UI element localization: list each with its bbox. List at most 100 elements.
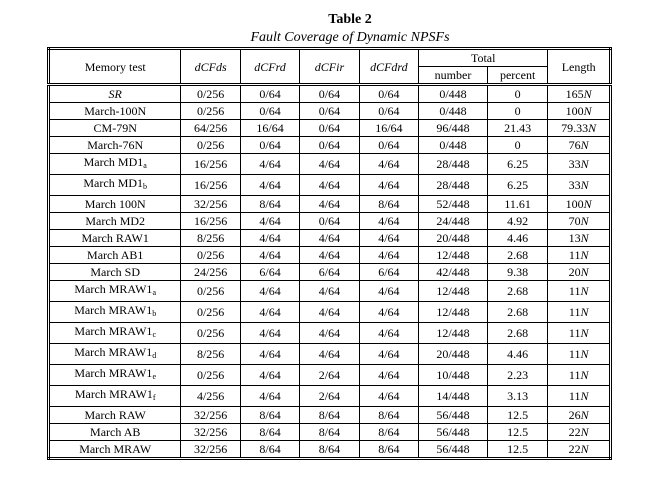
memory-test-name: March-76N: [87, 138, 144, 152]
memory-test-name: March MRAW1: [74, 366, 153, 380]
memory-test-name: March MD1: [83, 155, 144, 169]
dcfrd-cell: 8/64: [239, 440, 301, 459]
dcfds-cell: 0/256: [180, 301, 241, 323]
memory-test-name: March SD: [90, 265, 141, 279]
length-cell: 165N: [547, 83, 611, 103]
length-cell: 22N: [547, 423, 611, 441]
memory-test-cell: March MRAW: [47, 440, 182, 459]
memory-test-name: March AB: [90, 425, 141, 439]
length-cell: 33N: [547, 153, 611, 175]
length-cell: 26N: [547, 406, 611, 424]
table-row: March RAW1 8/256 4/64 4/64 4/64 20/448 4.46 13N: [47, 229, 611, 247]
length-value: 165: [565, 87, 584, 101]
dcfir-cell: 0/64: [299, 119, 360, 137]
dcfds-cell: 0/256: [180, 246, 241, 264]
number-cell: 96/448: [418, 119, 488, 137]
col-header-total: Total: [418, 48, 549, 67]
dcfrd-cell: 16/64: [239, 119, 301, 137]
col-header-dcfds: dCFds: [180, 48, 241, 85]
length-cell: 33N: [547, 174, 611, 196]
number-cell: 12/448: [418, 280, 488, 302]
length-unit: N: [580, 425, 589, 439]
dcfrd-cell: 8/64: [239, 195, 301, 213]
memory-test-subscript: e: [152, 372, 156, 381]
dcfrd-cell: 0/64: [239, 102, 301, 120]
dcfdrd-cell: 4/64: [358, 246, 420, 264]
memory-test-cell: March AB: [47, 423, 182, 441]
memory-test-name: March RAW: [84, 408, 146, 422]
dcfdrd-cell: 4/64: [358, 229, 420, 247]
percent-cell: 0: [486, 102, 549, 120]
memory-test-name: SR: [108, 87, 122, 101]
dcfds-cell: 4/256: [180, 385, 241, 407]
length-value: 100: [565, 197, 584, 211]
dcfir-cell: 4/64: [299, 229, 360, 247]
memory-test-subscript: b: [143, 182, 148, 191]
dcfir-cell: 0/64: [299, 136, 360, 154]
memory-test-subscript: f: [152, 393, 156, 402]
number-cell: 52/448: [418, 195, 488, 213]
dcfrd-cell: 4/64: [239, 229, 301, 247]
dcfrd-cell: 4/64: [239, 153, 301, 175]
table-row: March SD 24/256 6/64 6/64 6/64 42/448 9.38 20N: [47, 263, 611, 281]
col-header-length: Length: [547, 48, 611, 85]
percent-cell: 12.5: [486, 440, 549, 459]
number-cell: 12/448: [418, 322, 488, 344]
length-unit: N: [580, 231, 589, 245]
dcfds-cell: 24/256: [180, 263, 241, 281]
percent-cell: 6.25: [486, 174, 549, 196]
memory-test-cell: CM-79N: [47, 119, 182, 137]
dcfrd-cell: 4/64: [239, 343, 301, 365]
dcfir-cell: 8/64: [299, 423, 360, 441]
dcfdrd-cell: 6/64: [358, 263, 420, 281]
length-cell: 100N: [547, 102, 611, 120]
memory-test-name: March MRAW1: [74, 345, 153, 359]
table-row: March MD1b 16/256 4/64 4/64 4/64 28/448 6.25 33…: [47, 174, 611, 196]
dcfir-cell: 4/64: [299, 174, 360, 196]
memory-test-cell: March MD1b: [47, 174, 182, 196]
length-cell: 11N: [547, 322, 611, 344]
percent-cell: 12.5: [486, 406, 549, 424]
dcfds-cell: 16/256: [180, 153, 241, 175]
length-unit: N: [580, 305, 589, 319]
table-body: SR 0/256 0/64 0/64 0/64 0/448 0 165N March-100N 0…: [47, 83, 611, 459]
dcfdrd-cell: 0/64: [358, 102, 420, 120]
memory-test-name: March RAW1: [81, 231, 149, 245]
dcfdrd-cell: 4/64: [358, 174, 420, 196]
memory-test-name: March AB1: [87, 248, 144, 262]
table-row: March MRAW1b 0/256 4/64 4/64 4/64 12/448 2.68 1…: [47, 301, 611, 323]
dcfds-cell: 16/256: [180, 174, 241, 196]
dcfds-cell: 32/256: [180, 440, 241, 459]
length-unit: N: [583, 104, 592, 118]
memory-test-name: March 100N: [84, 197, 146, 211]
dcfdrd-cell: 16/64: [358, 119, 420, 137]
length-cell: 13N: [547, 229, 611, 247]
dcfrd-cell: 0/64: [239, 136, 301, 154]
length-value: 11: [568, 305, 581, 319]
dcfds-cell: 0/256: [180, 83, 241, 103]
memory-test-cell: SR: [47, 83, 182, 103]
length-unit: N: [580, 138, 589, 152]
dcfdrd-cell: 4/64: [358, 385, 420, 407]
table-row: March MRAW 32/256 8/64 8/64 8/64 56/448 12.5 22…: [47, 440, 611, 459]
memory-test-cell: March RAW: [47, 406, 182, 424]
number-cell: 10/448: [418, 364, 488, 386]
dcfrd-cell: 4/64: [239, 246, 301, 264]
memory-test-cell: March MRAW1e: [47, 364, 182, 386]
percent-cell: 2.68: [486, 246, 549, 264]
length-value: 26: [568, 408, 581, 422]
memory-test-cell: March SD: [47, 263, 182, 281]
length-value: 76: [568, 138, 581, 152]
number-cell: 0/448: [418, 102, 488, 120]
length-cell: 79.33N: [547, 119, 611, 137]
percent-cell: 4.92: [486, 212, 549, 230]
memory-test-cell: March-76N: [47, 136, 182, 154]
dcfds-cell: 0/256: [180, 364, 241, 386]
number-cell: 20/448: [418, 229, 488, 247]
dcfir-cell: 4/64: [299, 246, 360, 264]
length-unit: N: [580, 347, 589, 361]
dcfdrd-cell: 8/64: [358, 195, 420, 213]
dcfds-cell: 8/256: [180, 343, 241, 365]
table-row: CM-79N 64/256 16/64 0/64 16/64 96/448 21.43 79.…: [47, 119, 611, 137]
length-cell: 100N: [547, 195, 611, 213]
